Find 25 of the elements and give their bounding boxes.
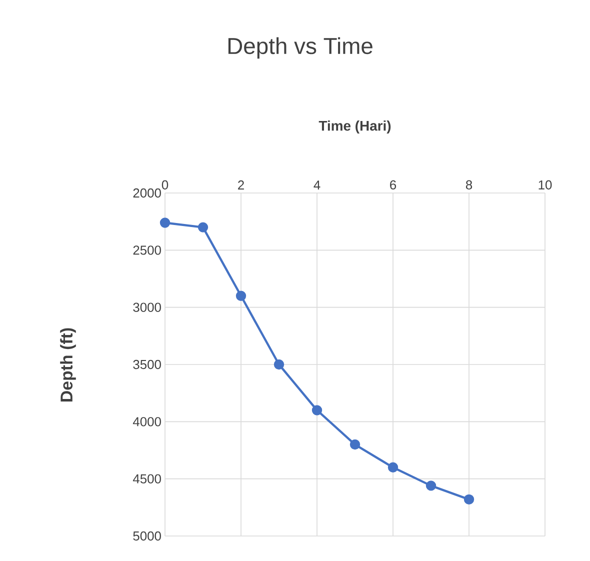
y-tick-label: 4000 — [132, 417, 161, 426]
x-tick-label: 4 — [314, 180, 320, 190]
x-axis-title: Time (Hari) — [318, 120, 391, 134]
x-tick-label: 10 — [538, 180, 552, 190]
y-tick-label: 4500 — [132, 474, 161, 484]
point — [312, 405, 322, 416]
x-tick-label: 2 — [238, 180, 244, 190]
point — [426, 480, 436, 491]
y-axis-title: Depth (ft) — [60, 328, 76, 402]
point — [350, 439, 360, 450]
y-tick-label: 3000 — [133, 302, 161, 312]
point — [274, 359, 284, 370]
chart-title: Depth vs Time — [228, 37, 372, 59]
y-tick-label: 5000 — [133, 531, 161, 541]
x-tick-label: 6 — [390, 180, 396, 190]
point — [464, 494, 474, 505]
point — [388, 462, 398, 472]
point — [236, 290, 246, 301]
y-tick-label: 3500 — [133, 360, 161, 370]
y-tick-label: 2500 — [133, 246, 161, 255]
point — [198, 222, 208, 232]
x-tick-label: 8 — [466, 180, 472, 190]
y-tick-label: 2000 — [133, 188, 161, 198]
point — [160, 218, 170, 228]
x-tick-label: 0 — [162, 180, 168, 190]
